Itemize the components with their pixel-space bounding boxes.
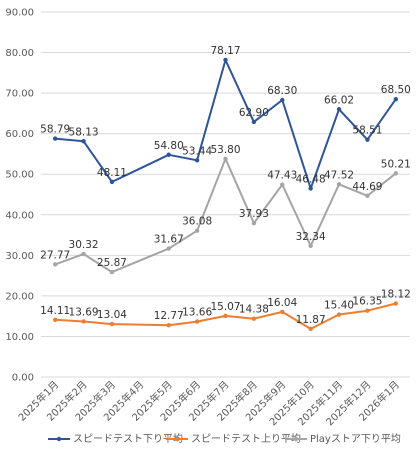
y-tick-label: 20.00 xyxy=(5,291,34,302)
series-group xyxy=(52,57,399,332)
series-line xyxy=(55,302,397,330)
data-point xyxy=(223,313,228,319)
data-point xyxy=(109,179,115,185)
data-label: 37.93 xyxy=(239,208,269,220)
data-point xyxy=(52,136,58,141)
data-label: 11.87 xyxy=(296,314,326,326)
data-label: 15.07 xyxy=(210,301,240,313)
data-point xyxy=(251,220,257,226)
data-point xyxy=(308,243,313,249)
data-label: 50.21 xyxy=(381,158,411,170)
legend-marker xyxy=(293,436,299,442)
data-point xyxy=(336,312,342,317)
legend: スピードテスト下り平均 スピードテスト上り平均 Playストア下り平均 xyxy=(48,433,401,445)
data-point xyxy=(194,158,200,163)
y-tick-label: 50.00 xyxy=(5,170,34,181)
data-label: 27.77 xyxy=(40,249,70,261)
data-label: 14.11 xyxy=(40,305,70,317)
data-point xyxy=(393,96,399,102)
data-point xyxy=(393,301,399,306)
data-label: 68.50 xyxy=(381,84,411,96)
data-point xyxy=(194,228,200,233)
data-point xyxy=(109,269,115,275)
y-axis: 0.00 10.00 20.00 30.00 40.00 50.00 60.00 70.00 8… xyxy=(5,8,34,384)
data-label: 16.04 xyxy=(267,297,297,309)
y-tick-label: 80.00 xyxy=(5,48,34,59)
series-line xyxy=(54,157,397,274)
data-label: 13.69 xyxy=(69,306,99,318)
data-label: 78.17 xyxy=(210,45,240,57)
data-point xyxy=(251,119,257,125)
data-label: 68.30 xyxy=(267,85,297,97)
data-label: 31.67 xyxy=(154,234,184,246)
data-point xyxy=(166,152,171,157)
legend-marker xyxy=(174,436,180,442)
data-label: 58.13 xyxy=(69,126,99,138)
data-label: 18.12 xyxy=(381,289,411,301)
data-point xyxy=(81,319,86,324)
data-point xyxy=(52,262,58,267)
data-point xyxy=(308,186,313,191)
data-point xyxy=(280,309,285,315)
data-label: 16.35 xyxy=(352,296,382,308)
data-point xyxy=(223,57,228,63)
data-label: 25.87 xyxy=(97,257,127,269)
data-label: 46.48 xyxy=(296,173,326,185)
data-point xyxy=(365,308,370,313)
data-point xyxy=(280,182,285,187)
data-label: 30.32 xyxy=(69,239,99,251)
data-point xyxy=(194,319,200,324)
y-tick-label: 0.00 xyxy=(12,373,34,384)
data-point xyxy=(251,316,257,321)
legend-label: スピードテスト上り平均 xyxy=(191,433,301,445)
data-label: 14.38 xyxy=(239,304,269,316)
data-point xyxy=(109,321,115,327)
y-tick-label: 70.00 xyxy=(5,89,34,100)
data-point xyxy=(393,171,399,176)
data-label: 47.52 xyxy=(324,169,354,181)
y-tick-label: 10.00 xyxy=(5,332,34,343)
data-point xyxy=(308,326,313,332)
data-point xyxy=(223,156,228,162)
data-label: 15.40 xyxy=(324,300,354,312)
data-point xyxy=(81,139,86,144)
data-point xyxy=(166,323,171,328)
data-point xyxy=(336,107,342,112)
data-label: 12.77 xyxy=(154,310,184,322)
data-label: 13.04 xyxy=(97,309,127,321)
data-point xyxy=(280,97,285,103)
data-label: 66.02 xyxy=(324,94,354,106)
data-point xyxy=(166,246,171,251)
data-label: 48.11 xyxy=(97,167,127,179)
y-tick-label: 30.00 xyxy=(5,251,34,262)
y-tick-label: 60.00 xyxy=(5,129,34,140)
legend-label: スピードテスト下り平均 xyxy=(73,433,183,445)
data-point xyxy=(365,193,370,198)
series-line xyxy=(55,59,397,190)
data-label: 58.79 xyxy=(40,124,70,136)
x-axis: 2025年1月2025年2月2025年3月2025年4月2025年5月2025年… xyxy=(15,378,401,428)
y-tick-label: 40.00 xyxy=(5,210,34,221)
data-label: 58.51 xyxy=(352,125,382,137)
data-label: 13.66 xyxy=(182,307,212,319)
legend-marker xyxy=(56,436,62,442)
legend-label: Playストア下り平均 xyxy=(310,433,401,445)
data-point xyxy=(336,182,342,187)
data-label: 53.44 xyxy=(182,145,212,157)
data-label: 44.69 xyxy=(352,181,382,193)
data-point xyxy=(81,251,86,257)
data-point xyxy=(365,137,370,142)
data-label: 62.90 xyxy=(239,107,269,119)
data-label: 53.80 xyxy=(210,144,240,156)
y-tick-label: 90.00 xyxy=(5,8,34,19)
data-label: 54.80 xyxy=(154,140,184,152)
data-label: 47.43 xyxy=(267,170,297,182)
data-label: 32.34 xyxy=(296,231,326,243)
data-point xyxy=(52,317,58,322)
data-label: 36.08 xyxy=(182,216,212,228)
gridlines xyxy=(41,11,410,378)
